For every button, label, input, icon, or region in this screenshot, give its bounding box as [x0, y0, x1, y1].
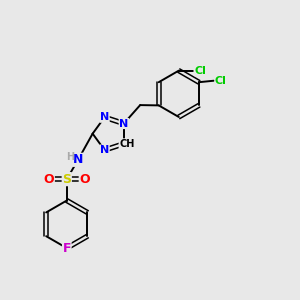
Text: N: N	[100, 145, 109, 155]
Text: CH: CH	[119, 139, 134, 149]
Text: O: O	[44, 172, 54, 186]
Text: Cl: Cl	[215, 76, 227, 86]
Text: F: F	[62, 242, 71, 255]
Text: O: O	[79, 172, 90, 186]
Text: S: S	[62, 172, 71, 186]
Text: N: N	[119, 118, 128, 128]
Text: H: H	[66, 152, 74, 162]
Text: N: N	[100, 112, 109, 122]
Text: Cl: Cl	[194, 66, 206, 76]
Text: N: N	[73, 153, 83, 166]
